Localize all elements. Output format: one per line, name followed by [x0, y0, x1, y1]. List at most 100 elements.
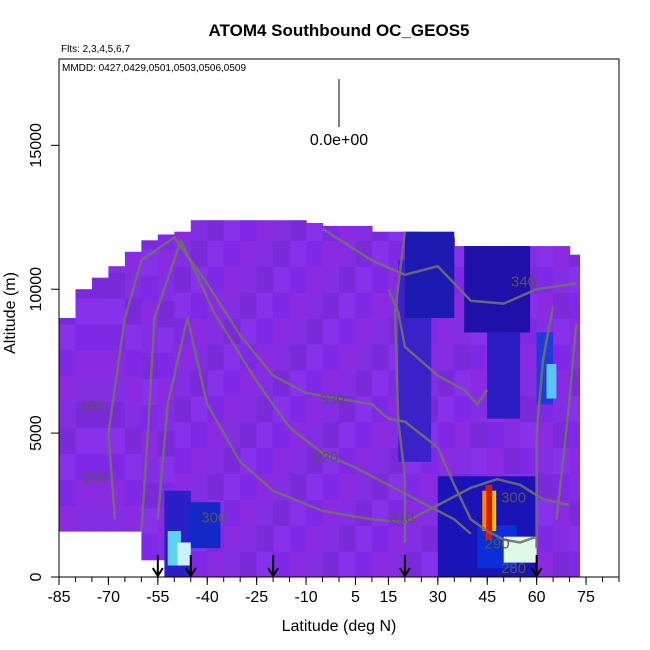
heatmap-cell — [75, 505, 93, 532]
heatmap-cell — [388, 525, 406, 552]
heatmap-cell — [339, 318, 357, 345]
heatmap-cell — [190, 292, 208, 319]
contour-label: 340 — [511, 274, 536, 291]
contour-line — [393, 231, 407, 543]
heatmap-cell — [553, 447, 571, 474]
heatmap-cell — [485, 484, 493, 540]
heatmap-cell — [470, 369, 488, 397]
heatmap-cell — [124, 401, 142, 428]
heatmap-cell — [75, 289, 93, 299]
heatmap-cell — [240, 447, 258, 474]
heatmap-cell — [306, 499, 324, 526]
heatmap-cell — [124, 453, 142, 480]
x-tick-label: -55 — [146, 589, 169, 606]
heatmap-cell — [536, 246, 554, 267]
heatmap-cell — [536, 266, 554, 293]
contour-line — [535, 306, 555, 549]
heatmap-cell — [553, 318, 571, 345]
heatmap-cell — [339, 499, 357, 526]
heatmap-cell — [124, 427, 142, 454]
heatmap-cell — [289, 499, 307, 526]
heatmap-cell — [273, 395, 291, 423]
heatmap-cell — [569, 551, 581, 577]
heatmap-cell — [59, 427, 77, 454]
heatmap-cell — [91, 349, 109, 377]
heatmap-cell — [108, 505, 126, 532]
heatmap-cell — [91, 453, 109, 480]
heatmap-cell — [256, 421, 274, 449]
heatmap-cell — [157, 430, 175, 457]
x-tick-label: -85 — [47, 589, 70, 606]
heatmap-cell — [322, 551, 340, 577]
heatmap-cell — [157, 326, 175, 354]
heatmap-cell — [223, 499, 241, 526]
heatmap-cell — [207, 292, 225, 319]
heatmap-cell — [273, 240, 291, 267]
heatmap-cell — [355, 499, 373, 526]
heatmap-cell — [536, 447, 554, 474]
heatmap-cell — [207, 473, 225, 500]
heatmap-cell — [322, 421, 340, 449]
heatmap-cell — [569, 369, 581, 397]
heatmap-cell — [177, 542, 191, 566]
heatmap-cell — [174, 266, 192, 293]
heatmap-cell — [157, 352, 175, 379]
heatmap-cell — [371, 231, 389, 241]
heatmap-cell — [59, 505, 77, 532]
heatmap-cell — [240, 318, 258, 345]
heatmap-cell — [174, 292, 192, 319]
heatmap-cell — [240, 421, 258, 449]
heatmap-cell — [339, 421, 357, 449]
heatmap-cell — [487, 332, 521, 419]
heatmap-cell — [59, 479, 77, 506]
heatmap-cell — [240, 220, 258, 241]
heatmap-cell — [108, 479, 126, 506]
heatmap-cell — [240, 266, 258, 293]
heatmap-cell — [207, 447, 225, 474]
heatmap-cell — [421, 473, 439, 500]
heatmap-cell — [59, 453, 77, 480]
heatmap-cell — [569, 343, 581, 371]
heatmap-cell — [536, 292, 554, 319]
flight-marker-arrow — [267, 555, 279, 578]
heatmap-cell — [75, 323, 93, 351]
heatmap-cell — [273, 220, 291, 241]
heatmap-cell — [355, 525, 373, 552]
heatmap-cell — [355, 343, 373, 371]
heatmap-cell — [536, 421, 554, 449]
heatmap-cell — [569, 499, 581, 526]
x-axis: -85 -70 -55 -40 -25 -10 5 15 30 45 60 75 — [47, 577, 620, 606]
heatmap-cell — [174, 231, 192, 241]
heatmap-cell — [503, 421, 521, 449]
heatmap-cell — [240, 499, 258, 526]
heatmap-cell — [141, 533, 159, 561]
heatmap-cell — [91, 375, 109, 403]
heatmap-cell — [306, 369, 324, 397]
heatmap-cell — [355, 369, 373, 397]
heatmap-cell — [355, 421, 373, 449]
heatmap-cell — [355, 551, 373, 577]
heatmap-cell — [355, 447, 373, 474]
y-axis-label: Altitude (m) — [2, 272, 19, 354]
heatmap-cell — [339, 225, 357, 241]
heatmap-cell — [536, 473, 554, 500]
contour-label: 290 — [79, 397, 104, 414]
contour-line — [107, 236, 538, 544]
heatmap-cell — [273, 421, 291, 449]
flight-marker-arrow — [151, 555, 164, 578]
heatmap-cell — [322, 369, 340, 397]
x-tick-label: -10 — [294, 589, 317, 606]
heatmap-cell — [240, 525, 258, 552]
dates-subtitle: MMDD: 0427,0429,0501,0503,0506,0509 — [62, 63, 246, 74]
heatmap-cell — [273, 525, 291, 552]
heatmap-cell — [355, 266, 373, 293]
heatmap-cell — [454, 343, 472, 371]
heatmap-cell — [339, 525, 357, 552]
chart-title: ATOM4 Southbound OC_GEOS5 — [209, 21, 470, 40]
heatmap-cell — [190, 220, 208, 241]
heatmap-cell — [322, 525, 340, 552]
heatmap-cell — [256, 318, 274, 345]
heatmap-cell — [322, 318, 340, 345]
heatmap-cell — [306, 447, 324, 474]
heatmap-cell — [355, 225, 373, 241]
